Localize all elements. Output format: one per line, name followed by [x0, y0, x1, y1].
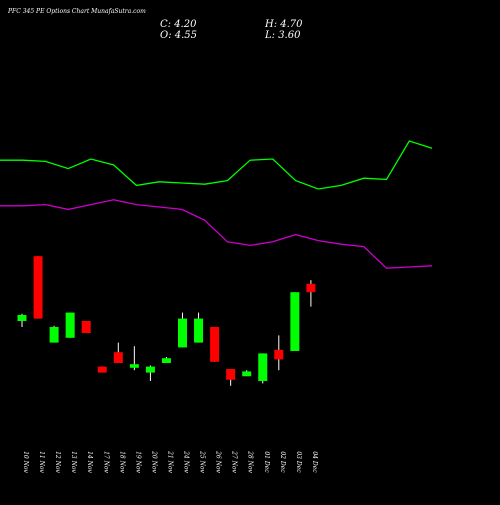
candle-body-up — [145, 366, 155, 373]
low-readout: L: 3.60 — [264, 30, 301, 41]
candle-body-up — [194, 318, 204, 343]
x-tick-label: 04 Dec — [311, 451, 318, 473]
candle-body-down — [274, 349, 284, 360]
x-tick-label: 17 Nov — [102, 451, 109, 473]
close-readout: C: 4.20 — [160, 19, 197, 30]
candle-body-down — [33, 256, 43, 319]
x-tick-label: 26 Nov — [215, 450, 222, 473]
candle-body-up — [65, 312, 75, 338]
x-tick-label: 11 Nov — [38, 451, 45, 473]
candle-body-up — [17, 315, 27, 321]
chart-title: PFC 345 PE Options Chart MunafaSutra.com — [7, 8, 146, 15]
candles — [17, 256, 316, 386]
candle-body-down — [226, 369, 236, 380]
candle-body-down — [97, 366, 107, 373]
x-axis-labels: 10 Nov 11 Nov 12 Nov 13 Nov 14 Nov 17 Nov 18 N… — [22, 450, 318, 473]
candle-body-up — [258, 353, 268, 381]
x-tick-label: 27 Nov — [231, 450, 238, 473]
candle-body-up — [290, 292, 300, 351]
x-tick-label: 24 Nov — [183, 450, 190, 473]
x-tick-label: 18 Nov — [118, 451, 125, 473]
open-readout: O: 4.55 — [160, 30, 197, 41]
x-tick-label: 21 Nov — [166, 450, 173, 473]
x-tick-label: 28 Nov — [247, 450, 254, 473]
overlay-lines — [0, 140, 433, 269]
x-tick-label: 03 Dec — [295, 451, 302, 473]
x-tick-label: 13 Nov — [70, 451, 77, 473]
candle-body-up — [178, 318, 187, 348]
candle-body-down — [113, 352, 123, 363]
candle-body-down — [81, 321, 91, 333]
x-tick-label: 20 Nov — [150, 450, 157, 473]
x-tick-label: 25 Nov — [199, 450, 206, 473]
x-tick-label: 10 Nov — [22, 451, 29, 473]
candle-body-up — [161, 358, 171, 363]
candle-body-up — [49, 327, 59, 343]
candle-body-down — [210, 327, 220, 362]
candle-body-up — [129, 364, 139, 368]
overlay-line-2 — [0, 199, 433, 269]
candle-body-up — [242, 371, 252, 377]
x-tick-label: 02 Dec — [279, 451, 286, 473]
candle-body-down — [306, 283, 316, 293]
overlay-line-1 — [0, 140, 433, 190]
x-tick-label: 12 Nov — [54, 451, 61, 473]
x-tick-label: 14 Nov — [86, 451, 93, 473]
x-tick-label: 01 Dec — [263, 451, 270, 473]
high-readout: H: 4.70 — [264, 19, 303, 30]
x-tick-label: 19 Nov — [134, 451, 141, 473]
